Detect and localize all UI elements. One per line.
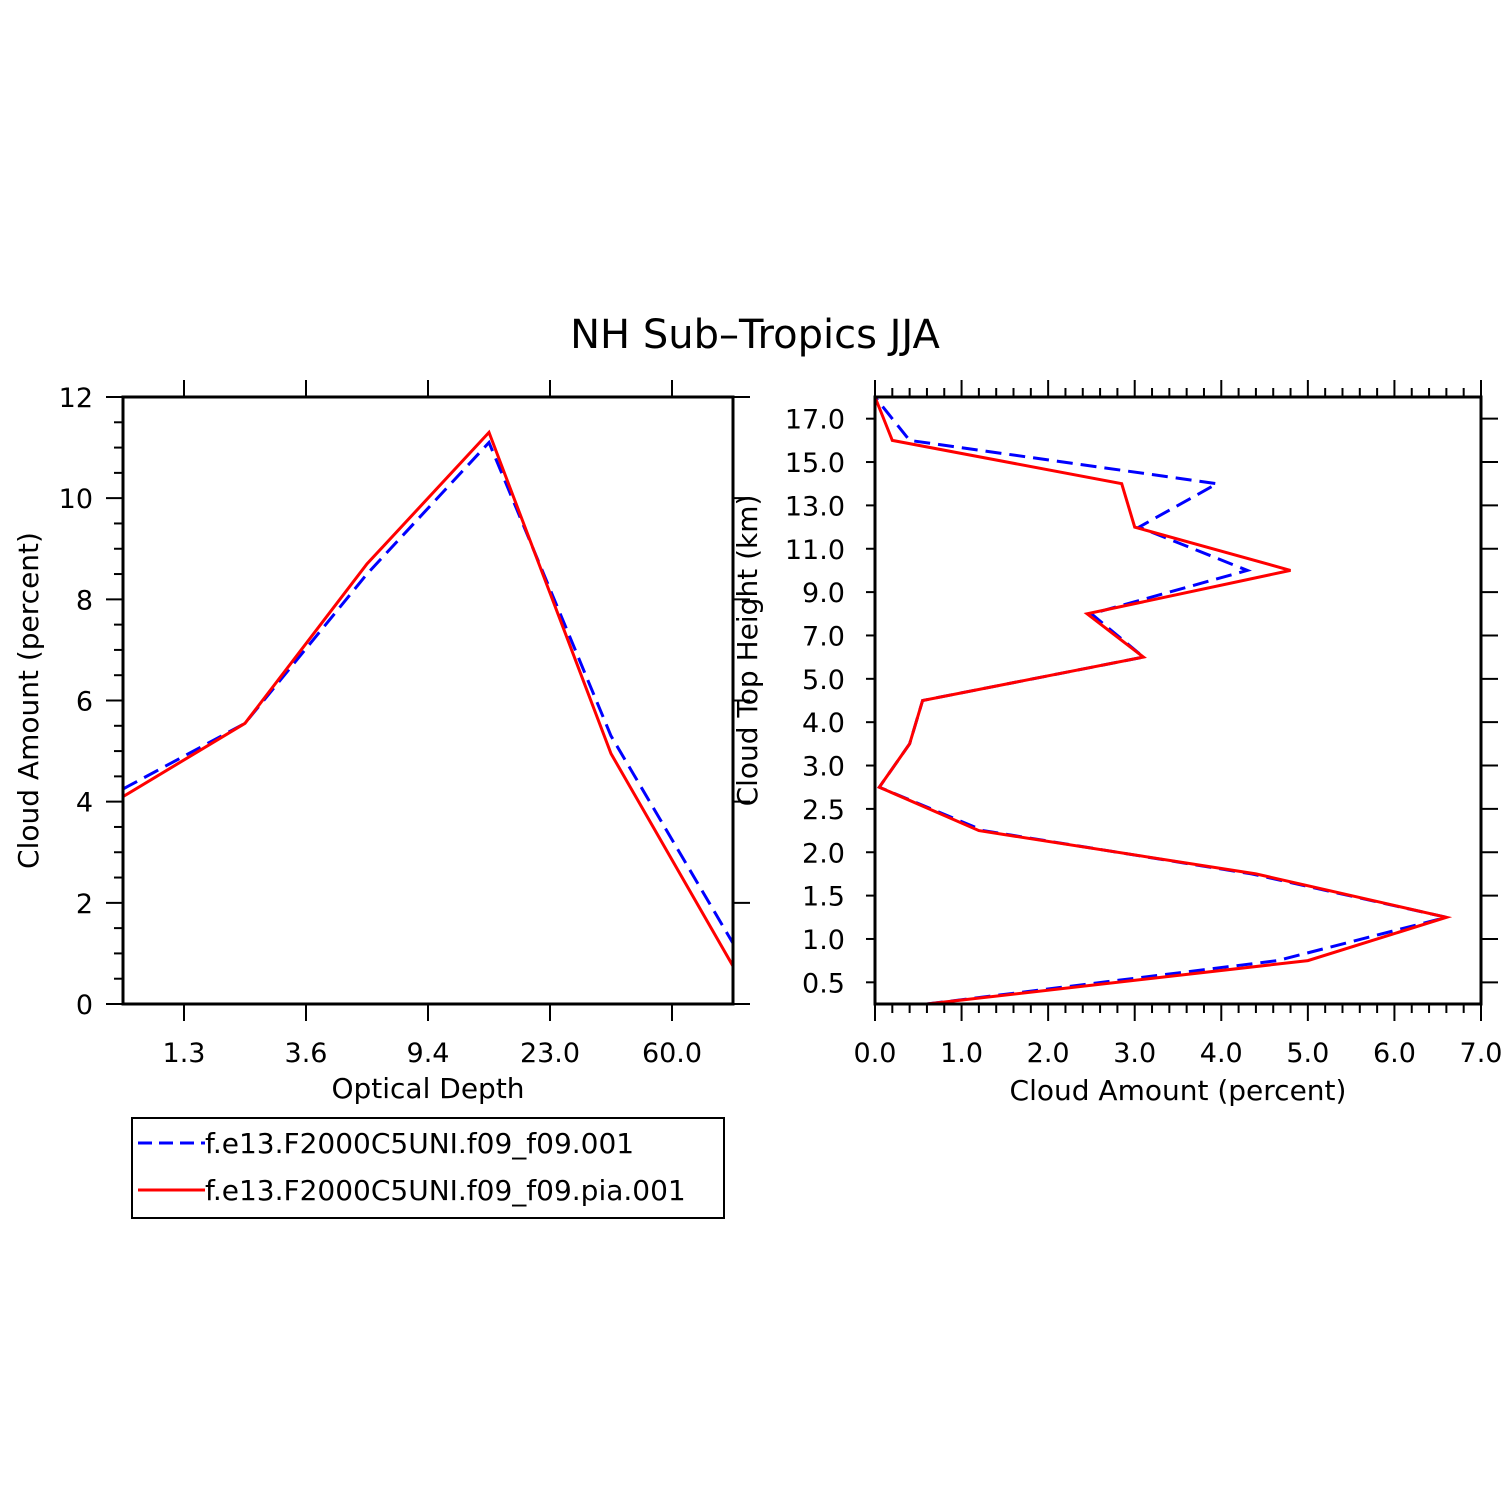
left-x-tick-label: 9.4	[407, 1038, 450, 1069]
right-y-tick-label: 2.0	[802, 838, 845, 869]
left-y-tick-label: 6	[76, 687, 93, 718]
legend-box	[131, 1117, 725, 1219]
left-line-series-b	[122, 429, 735, 967]
legend: f.e13.F2000C5UNI.f09_f09.001 f.e13.F2000…	[131, 1117, 725, 1219]
left-x-tick-label: 60.0	[642, 1038, 702, 1069]
right-chart: 0.0 1.0 2.0 3.0 4.0 5.0 6.0 7.0 0.5 1.0 1.5 2.0 2.5 3…	[731, 380, 1502, 1107]
left-y-tick-label: 4	[76, 788, 93, 819]
right-y-tick-label: 11.0	[785, 535, 845, 566]
left-y-tick-label: 8	[76, 585, 93, 616]
left-y-tick-label: 0	[76, 990, 93, 1021]
left-line-series-a	[122, 439, 735, 945]
right-y-tick-label: 7.0	[802, 621, 845, 652]
left-x-tick-label: 3.6	[285, 1038, 328, 1069]
right-x-tick-label: 4.0	[1200, 1038, 1243, 1069]
right-x-tick-label: 7.0	[1460, 1038, 1503, 1069]
right-x-tick-label: 3.0	[1113, 1038, 1156, 1069]
left-x-tick-label: 1.3	[163, 1038, 206, 1069]
right-y-tick-label: 15.0	[785, 448, 845, 479]
right-y-tick-label: 9.0	[802, 578, 845, 609]
right-x-tick-label: 5.0	[1286, 1038, 1329, 1069]
right-y-tick-label: 5.0	[802, 665, 845, 696]
left-y-tick-label: 2	[76, 889, 93, 920]
left-plot-frame	[121, 395, 735, 1006]
right-y-axis-title: Cloud Top Height (km)	[731, 495, 764, 807]
right-x-tick-label: 6.0	[1373, 1038, 1416, 1069]
left-y-tick-label: 12	[59, 383, 93, 414]
right-y-tick-label: 3.0	[802, 752, 845, 783]
right-x-axis-title: Cloud Amount (percent)	[1010, 1074, 1347, 1107]
right-line-series-b	[873, 396, 1453, 1006]
right-y-tick-label: 2.5	[802, 795, 845, 826]
right-y-tick-label: 1.5	[802, 882, 845, 913]
left-x-tick-label: 23.0	[520, 1038, 580, 1069]
right-y-tick-label: 17.0	[785, 405, 845, 436]
right-plot-frame	[873, 395, 1483, 1006]
right-x-tick-label: 2.0	[1027, 1038, 1070, 1069]
right-x-tick-label: 0.0	[854, 1038, 897, 1069]
legend-label-series-a: f.e13.F2000C5UNI.f09_f09.001	[205, 1127, 634, 1160]
right-y-tick-label: 13.0	[785, 491, 845, 522]
left-x-axis-title: Optical Depth	[331, 1072, 524, 1105]
legend-label-series-b: f.e13.F2000C5UNI.f09_f09.pia.001	[205, 1174, 686, 1207]
right-x-tick-label: 1.0	[940, 1038, 983, 1069]
right-y-tick-label: 0.5	[802, 968, 845, 999]
left-chart: 0 2 4 6 8 10 12 1.3 3.6 9.4 23.0 60.0 Optical Depth C…	[12, 380, 750, 1105]
left-y-tick-label: 10	[59, 484, 93, 515]
right-y-tick-label: 1.0	[802, 925, 845, 956]
chart-title: NH Sub–Tropics JJA	[570, 312, 940, 358]
left-y-axis-title: Cloud Amount (percent)	[12, 532, 45, 869]
right-y-tick-label: 4.0	[802, 708, 845, 739]
right-line-series-a	[873, 396, 1447, 1006]
